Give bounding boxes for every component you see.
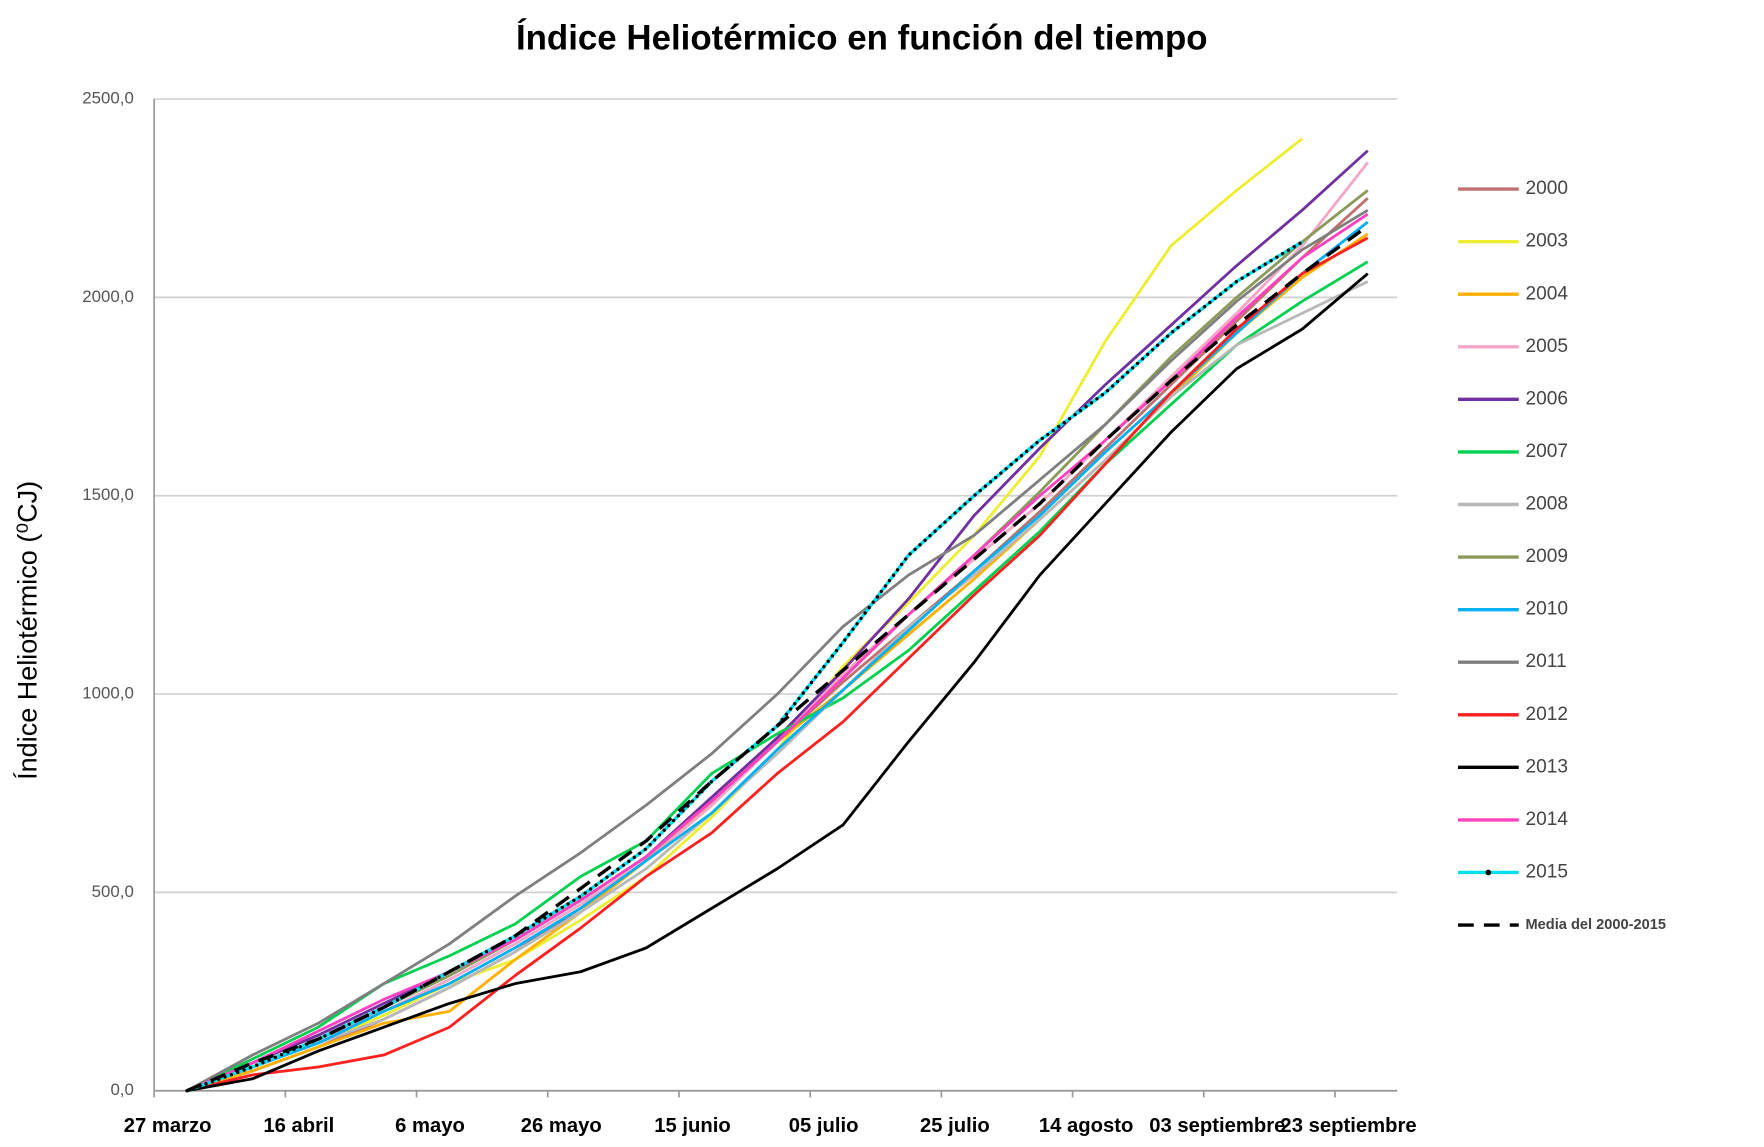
y-tick-label: 0,0: [110, 1080, 133, 1099]
legend-label: 2011: [1526, 651, 1567, 672]
y-tick-label: 1000,0: [82, 684, 134, 703]
series-line: [186, 197, 1369, 1093]
series-line: [186, 161, 1369, 1093]
series-line: [186, 236, 1369, 1093]
legend-label: 2004: [1526, 283, 1569, 304]
legend-label: Media del 2000-2015: [1526, 917, 1666, 933]
legend-label: 2010: [1526, 599, 1569, 620]
x-tick-label: 15 junio: [654, 1115, 730, 1137]
x-tick-label: 16 abril: [263, 1115, 334, 1137]
legend-label: 2008: [1526, 494, 1569, 515]
y-tick-label: 500,0: [92, 882, 134, 901]
series-line: [186, 212, 1369, 1093]
x-tick-label: 03 septiembre: [1149, 1115, 1285, 1137]
legend-label: 2000: [1526, 178, 1569, 199]
x-tick-label: 05 julio: [789, 1115, 859, 1137]
series-line: [186, 240, 1304, 1093]
y-axis-title: Índice Heliotérmico (⁰CJ): [12, 481, 42, 780]
legend-label: 2006: [1526, 388, 1569, 409]
legend-label: 2007: [1526, 441, 1569, 462]
x-tick-label: 6 mayo: [395, 1115, 465, 1137]
y-tick-label: 1500,0: [82, 485, 134, 504]
legend-label: 2009: [1526, 546, 1569, 567]
series-line: [186, 220, 1369, 1093]
legend-label: 2003: [1526, 231, 1569, 252]
series-line: [186, 137, 1304, 1093]
x-tick-label: 14 agosto: [1039, 1115, 1134, 1137]
legend-label: 2014: [1526, 809, 1569, 830]
series-line: [186, 280, 1369, 1093]
y-tick-label: 2500,0: [82, 89, 134, 108]
series-line: [186, 260, 1369, 1092]
x-tick-label: 26 mayo: [521, 1115, 602, 1137]
series-line: [186, 272, 1369, 1093]
legend-label: 2005: [1526, 336, 1569, 357]
series-line: [186, 189, 1369, 1093]
legend-dot: [1485, 869, 1492, 876]
legend-label: 2015: [1526, 862, 1569, 883]
chart-title: Índice Heliotérmico en función del tiemp…: [516, 18, 1208, 58]
series-line: [186, 208, 1369, 1092]
series-line: [186, 149, 1369, 1093]
x-tick-label: 23 septiembre: [1280, 1115, 1416, 1137]
series-dots: [185, 240, 1304, 1093]
y-tick-label: 2000,0: [82, 287, 134, 306]
legend-label: 2012: [1526, 704, 1569, 725]
x-tick-label: 27 marzo: [124, 1115, 212, 1137]
legend-label: 2013: [1526, 756, 1569, 777]
x-tick-label: 25 julio: [920, 1115, 990, 1137]
series-line: [186, 224, 1369, 1093]
